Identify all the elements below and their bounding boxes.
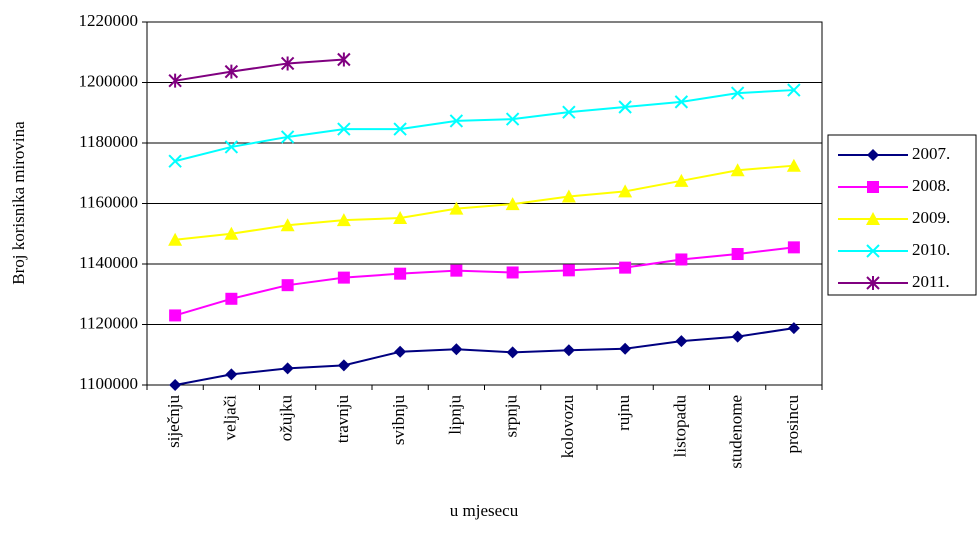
y-axis-title: Broj korisnika mirovina [9, 121, 28, 285]
x-tick-label: studenome [727, 395, 746, 469]
data-point [562, 264, 575, 277]
data-point [393, 211, 408, 225]
data-point [787, 241, 800, 254]
x-tick-label: veljači [220, 395, 239, 441]
legend-marker [866, 212, 880, 225]
data-point [394, 267, 407, 280]
x-tick-label: prosincu [783, 395, 802, 454]
data-point [506, 266, 519, 279]
data-point [561, 189, 576, 203]
data-point [394, 345, 407, 358]
y-tick-label: 1100000 [79, 374, 138, 393]
y-tick-label: 1160000 [79, 192, 138, 211]
x-tick-label: lipnju [445, 395, 464, 435]
legend-label: 2011. [912, 272, 950, 291]
data-point [562, 105, 576, 119]
legend-marker [867, 181, 879, 193]
x-tick-label: rujnu [614, 395, 633, 431]
legend-label: 2010. [912, 240, 950, 259]
data-point [224, 64, 239, 79]
data-point [675, 253, 688, 266]
data-point [618, 184, 633, 198]
data-point [224, 226, 239, 240]
data-point [224, 140, 239, 154]
data-point [450, 264, 463, 277]
series-line [174, 89, 794, 163]
legend-marker [867, 149, 879, 161]
data-point [505, 197, 520, 211]
data-point [337, 271, 350, 284]
data-point [506, 346, 519, 359]
data-point [505, 112, 520, 126]
data-point [168, 154, 182, 168]
data-point [731, 248, 744, 261]
data-point [619, 342, 632, 355]
data-point [280, 218, 295, 232]
data-point [731, 330, 744, 343]
data-point [619, 261, 632, 274]
y-tick-label: 1140000 [79, 253, 138, 272]
data-point [449, 114, 464, 128]
legend-label: 2009. [912, 208, 950, 227]
data-point [787, 322, 800, 335]
data-point [280, 56, 295, 71]
x-tick-label: travnju [333, 395, 352, 444]
legend-label: 2008. [912, 176, 950, 195]
data-point [337, 52, 351, 67]
series-line [175, 164, 794, 241]
series-line [174, 58, 344, 82]
data-point [730, 163, 745, 177]
data-point [675, 335, 688, 348]
data-point [786, 158, 801, 172]
data-point [674, 173, 689, 187]
y-tick-label: 1200000 [79, 71, 139, 90]
x-tick-label: svibnju [389, 395, 408, 446]
series-line [174, 246, 794, 317]
x-tick-label: siječnju [164, 395, 183, 448]
data-point [281, 279, 294, 292]
x-tick-label: ožujku [277, 395, 296, 442]
data-point [787, 83, 801, 97]
data-point [169, 379, 182, 391]
data-point [281, 362, 294, 375]
x-tick-label: listopadu [670, 395, 689, 458]
y-tick-label: 1180000 [79, 132, 138, 151]
data-point [225, 368, 238, 381]
data-point [169, 309, 182, 322]
legend-marker [866, 276, 880, 290]
data-point [730, 86, 745, 100]
data-point [225, 292, 238, 305]
data-point [449, 201, 464, 215]
legend-label: 2007. [912, 144, 950, 163]
x-axis-title: u mjesecu [450, 501, 519, 520]
data-point [674, 95, 689, 109]
data-point [618, 100, 632, 114]
data-point [393, 122, 407, 136]
data-point [337, 122, 351, 136]
y-tick-label: 1120000 [79, 313, 138, 332]
legend-box [827, 134, 977, 296]
data-point [168, 73, 182, 88]
data-point [562, 344, 575, 357]
data-point [168, 232, 183, 246]
legend-marker [866, 244, 880, 258]
x-tick-label: kolovozu [558, 395, 577, 459]
data-point [280, 130, 295, 144]
data-point [337, 359, 350, 372]
y-tick-label: 1220000 [79, 11, 139, 30]
data-point [450, 343, 463, 356]
data-point [336, 213, 351, 227]
x-tick-label: srpnju [502, 395, 521, 438]
series-line [174, 327, 795, 386]
